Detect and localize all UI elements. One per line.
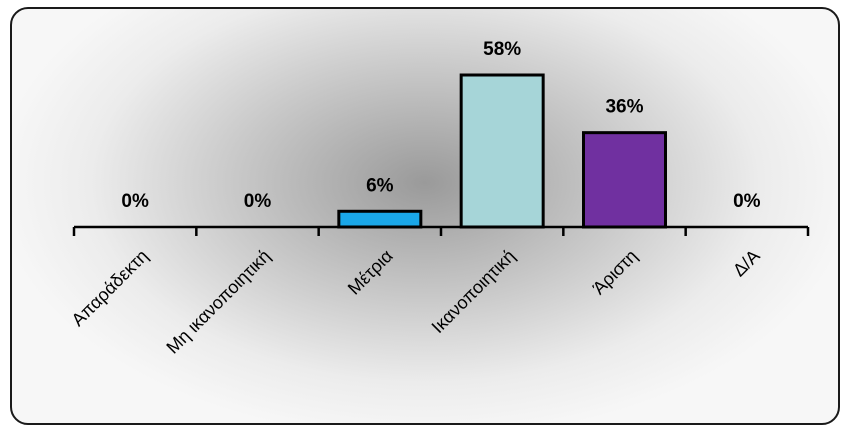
category-label-3: Μέτρια bbox=[344, 246, 397, 299]
category-label-5: Άριστη bbox=[589, 246, 642, 299]
bar-chart: 0% Απαράδεκτη 0% Μη ικανοποιητική 6% Μέτρια 58… bbox=[12, 9, 840, 425]
category-label-6: Δ/Α bbox=[729, 246, 764, 281]
data-label-4: 58% bbox=[483, 39, 521, 60]
chart-frame: 0% Απαράδεκτη 0% Μη ικανοποιητική 6% Μέτρια 58… bbox=[10, 7, 840, 425]
data-label-2: 0% bbox=[244, 191, 272, 212]
category-label-1: Απαράδεκτη bbox=[68, 246, 152, 330]
data-label-1: 0% bbox=[121, 191, 149, 212]
data-label-6: 0% bbox=[733, 191, 761, 212]
data-label-5: 36% bbox=[605, 97, 643, 118]
bar-4 bbox=[461, 75, 543, 227]
bar-5 bbox=[584, 133, 666, 227]
bar-3 bbox=[339, 211, 421, 227]
category-label-2: Μη ικανοποιητική bbox=[162, 246, 274, 358]
data-label-3: 6% bbox=[366, 175, 394, 196]
category-label-4: Ικανοποιητική bbox=[428, 246, 519, 337]
